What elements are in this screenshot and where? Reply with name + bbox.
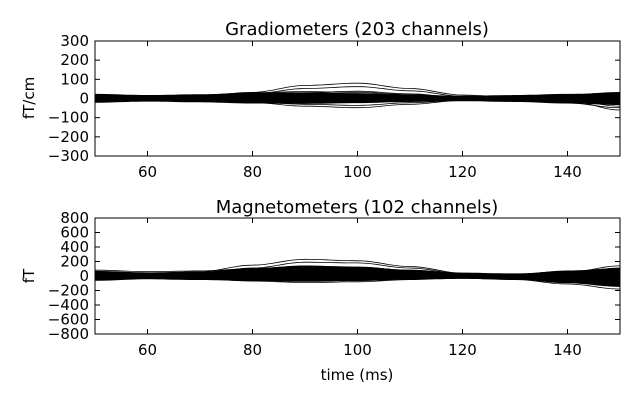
y-tick-label: 800 [60, 209, 89, 227]
y-tick-label: 200 [60, 253, 89, 271]
y-axis-label: fT/cm [20, 77, 38, 119]
y-tick-label: −200 [48, 128, 89, 146]
channel-trace-8 [95, 95, 621, 105]
x-tick-label: 80 [243, 163, 262, 181]
axis-ticks: 60 80 100 120 140 −800−600−400−20002004006008… [48, 209, 620, 359]
y-tick-label: 0 [79, 90, 89, 108]
channel-trace-4 [95, 276, 621, 287]
channel-trace-9 [95, 93, 620, 100]
y-tick-label: 200 [60, 51, 89, 69]
y-tick-label: 100 [60, 70, 89, 88]
x-tick-label: 120 [448, 341, 477, 359]
channel-trace-8 [95, 265, 620, 275]
y-tick-label: 400 [60, 238, 89, 256]
channel-trace-4 [94, 98, 621, 107]
y-tick-label: 600 [60, 224, 89, 242]
plot-frame [94, 40, 621, 157]
x-tick-label: 140 [553, 341, 582, 359]
x-tick-label: 80 [243, 341, 262, 359]
chart-title: Magnetometers (102 channels) [216, 197, 499, 218]
x-tick-label: 100 [343, 341, 372, 359]
channel-trace-1 [94, 261, 621, 277]
x-tick-label: 60 [138, 163, 157, 181]
channel-trace-6 [94, 99, 621, 109]
y-tick-label: −200 [48, 282, 89, 300]
gradiometers-panel: Gradiometers (203 channels) fT/cm 60 80 10… [20, 19, 621, 181]
y-tick-label: 0 [79, 267, 89, 285]
magnetometers-panel: Magnetometers (102 channels) fT 60 80 100 1… [20, 197, 621, 384]
plot-area [94, 82, 621, 111]
chart-title: Gradiometers (203 channels) [225, 19, 489, 40]
x-tick-label: 120 [448, 163, 477, 181]
y-tick-label: −800 [48, 325, 89, 343]
y-tick-label: −600 [48, 311, 89, 329]
x-tick-label: 100 [343, 163, 372, 181]
y-tick-label: −400 [48, 296, 89, 314]
y-tick-label: −300 [48, 147, 89, 165]
plot-frame [94, 217, 621, 335]
y-tick-label: −100 [48, 109, 89, 127]
x-axis-label: time (ms) [321, 366, 394, 384]
channel-trace-7 [95, 272, 620, 280]
plot-area [94, 258, 621, 290]
x-tick-label: 60 [138, 341, 157, 359]
channel-trace-5 [94, 277, 621, 290]
y-axis-label: fT [20, 268, 38, 283]
x-tick-label: 140 [553, 163, 582, 181]
y-tick-label: 300 [60, 32, 89, 50]
